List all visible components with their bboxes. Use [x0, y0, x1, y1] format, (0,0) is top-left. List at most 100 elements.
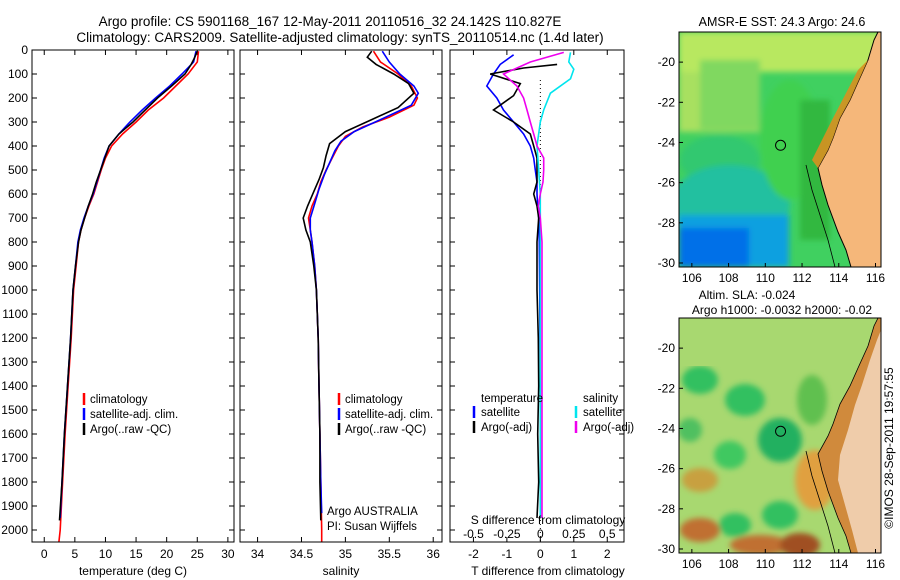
map-x-tick-label: 110	[756, 271, 775, 285]
legend-label: Argo(..raw -QC)	[345, 424, 426, 436]
x-tick-label: 35.5	[378, 547, 402, 561]
legend-label: satellite-adj. clim.	[90, 409, 178, 421]
map-x-tick-label: 114	[829, 271, 848, 285]
difference-lines	[485, 51, 575, 519]
map-y-tick-label: -22	[658, 381, 676, 395]
salinity-diff-ticks: -0.5 -0.25 0 0.25 0.5	[463, 527, 616, 541]
legend-label: climatology	[90, 394, 148, 406]
x-tick-label: 25	[191, 547, 205, 561]
map-x-tick-label: 116	[866, 557, 885, 571]
legend-label: satellite-adj. clim.	[345, 409, 433, 421]
sla-land-inner	[838, 330, 881, 553]
salinity-legend: climatology satellite-adj. clim. Argo(..ra…	[337, 393, 433, 436]
series-line-satellite-adj-clim-	[309, 50, 420, 514]
series-line-climatology	[307, 50, 419, 542]
difference-legend: temperature salinity satellite Argo(-adj) sa…	[472, 393, 634, 434]
map-x-tick-label: 114	[829, 557, 848, 571]
x-tick-label: -1	[502, 547, 513, 561]
map-y-tick-label: -24	[658, 135, 676, 149]
y-tick-label: 1700	[1, 451, 28, 465]
x-tick-label: 1	[570, 547, 577, 561]
salinity-diff-tick-label: 0	[537, 527, 544, 541]
x-tick-label: 10	[99, 547, 113, 561]
argo-location-marker-2	[775, 425, 787, 437]
map-y-tick-label: -26	[658, 176, 676, 190]
legend-header-salinity: salinity	[583, 393, 618, 405]
x-tick-label: 34.5	[290, 547, 314, 561]
map-y-tick-label: -28	[658, 502, 676, 516]
figure-title-line1: Argo profile: CS 5901168_167 12-May-2011…	[99, 14, 562, 29]
map-x-tick-label: 108	[719, 557, 739, 571]
temperature-legend: climatology satellite-adj. clim. Argo(..ra…	[82, 393, 178, 436]
legend-label: satellite	[481, 407, 520, 419]
difference-xlabel: T difference from climatology	[471, 564, 625, 578]
series-line-satellite-adj-clim-	[59, 51, 197, 519]
map-x-tick-label: 112	[792, 557, 811, 571]
series-line-salinity-satellite	[536, 52, 575, 518]
salinity-panel: 34 34.5 35 35.5 36 salinity climatology satel…	[239, 49, 443, 578]
map-x-tick-label: 110	[756, 557, 775, 571]
temperature-lines	[58, 50, 200, 542]
salinity-xlabel: salinity	[323, 564, 360, 578]
y-tick-label: 800	[8, 235, 28, 249]
sst-heatmap	[679, 32, 881, 267]
map-y-tick-label: -24	[658, 421, 676, 435]
map-x-tick-label: 108	[719, 271, 739, 285]
pi-name-label: PI: Susan Wijffels	[327, 521, 417, 533]
legend-label: climatology	[345, 394, 403, 406]
series-line-argo-raw-qc-	[302, 50, 415, 521]
salinity-diff-tick-label: 0.5	[599, 527, 616, 541]
y-tick-label: 1500	[1, 403, 28, 417]
map-y-tick-label: -20	[658, 341, 676, 355]
temperature-xlabel: temperature (deg C)	[79, 564, 187, 578]
x-tick-label: 0	[537, 547, 544, 561]
x-tick-label: 5	[72, 547, 79, 561]
x-tick-label: 35	[339, 547, 353, 561]
y-tick-label: 1300	[1, 355, 28, 369]
sla-heatmap	[679, 318, 881, 553]
sst-map-frame	[678, 31, 882, 268]
series-line-salinity-argo-adj-	[502, 51, 565, 518]
sla-map-ticks: 106 108 110 112 114 116 -20 -22 -24 -26 -28 -30	[658, 341, 886, 571]
temperature-panel: 0100200300400500600700800900100011001200…	[1, 43, 235, 578]
y-tick-label: 1000	[1, 283, 28, 297]
x-tick-label: 36	[427, 547, 441, 561]
legend-header-temperature: temperature	[481, 393, 543, 405]
y-tick-label: 200	[8, 91, 28, 105]
series-line-temperature-argo-adj-	[489, 63, 558, 519]
y-tick-label: 100	[8, 67, 28, 81]
salinity-ticks: 34 34.5 35 35.5 36	[240, 49, 442, 561]
y-tick-label: 600	[8, 187, 28, 201]
map-x-tick-label: 106	[682, 557, 702, 571]
argo-australia-label: Argo AUSTRALIA	[327, 506, 418, 518]
y-tick-label: 700	[8, 211, 28, 225]
map-y-tick-label: -26	[658, 462, 676, 476]
argo-location-marker	[775, 139, 787, 151]
y-tick-label: 300	[8, 115, 28, 129]
x-tick-label: 15	[129, 547, 143, 561]
difference-top-label: S difference from climatology	[471, 513, 626, 527]
x-tick-label: 0	[41, 547, 48, 561]
map-x-tick-label: 112	[792, 271, 811, 285]
map-y-tick-label: -30	[658, 542, 676, 556]
salinity-diff-tick-label: -0.25	[493, 527, 521, 541]
sla-map-frame	[678, 317, 882, 554]
temperature-frame	[31, 49, 235, 543]
x-tick-label: -2	[468, 547, 479, 561]
sst-map-title: AMSR-E SST: 24.3 Argo: 24.6	[699, 15, 866, 29]
y-tick-label: 1200	[1, 331, 28, 345]
x-tick-label: 34	[251, 547, 265, 561]
map-x-tick-label: 116	[866, 271, 885, 285]
y-tick-label: 0	[21, 43, 28, 57]
series-line-temperature-satellite	[485, 54, 542, 518]
figure-title-line2: Climatology: CARS2009. Satellite-adjuste…	[76, 30, 603, 45]
legend-label: Argo(-adj)	[481, 422, 532, 434]
difference-ticks: -2 -1 0 1 2	[450, 49, 624, 561]
x-tick-label: 20	[160, 547, 174, 561]
y-tick-label: 1100	[2, 307, 28, 321]
salinity-lines	[302, 50, 420, 542]
x-tick-label: 30	[221, 547, 235, 561]
sla-map-subtitle: Argo h1000: -0.0032 h2000: -0.02	[692, 303, 872, 317]
y-tick-label: 900	[8, 259, 28, 273]
